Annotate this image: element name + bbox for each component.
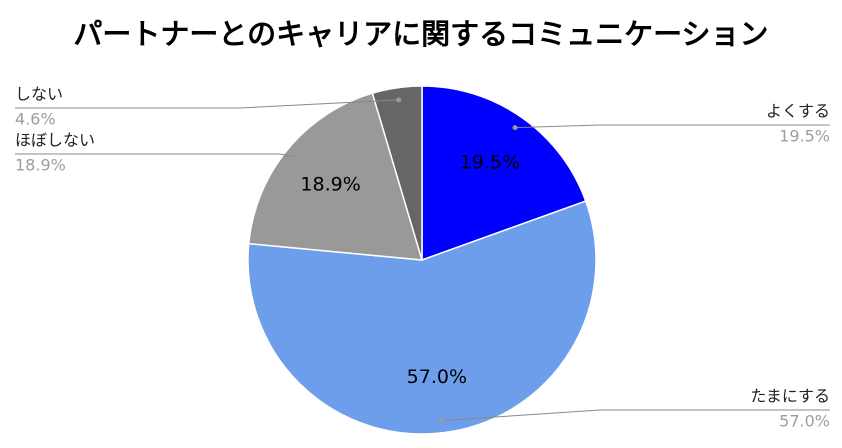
leader-line (15, 153, 298, 158)
leader-line (515, 124, 830, 129)
pie-slice (247, 200, 597, 435)
legend-value: 18.9% (15, 156, 66, 175)
pie-slice (421, 85, 587, 262)
slice-label: 19.5% (460, 152, 520, 174)
legend-value: 19.5% (779, 127, 830, 146)
slice-label: 18.9% (300, 173, 360, 195)
legend-label: たまにする (750, 387, 830, 406)
legend-label: ほぼしない (15, 131, 95, 150)
leader-line (15, 99, 399, 109)
leader-dot (512, 125, 518, 131)
pie-slice (247, 92, 424, 261)
leader-line (442, 409, 830, 422)
leader-dot (294, 154, 300, 160)
leader-dot (439, 418, 445, 424)
legend-label: よくする (766, 102, 830, 121)
legend-value: 57.0% (779, 412, 830, 431)
pie-slice (371, 85, 423, 261)
legend-value: 4.6% (15, 110, 56, 129)
legend-label: しない (15, 85, 63, 104)
leader-dot (396, 97, 402, 103)
slice-label: 57.0% (407, 366, 467, 388)
chart-title: パートナーとのキャリアに関するコミュニケーション (73, 17, 768, 51)
